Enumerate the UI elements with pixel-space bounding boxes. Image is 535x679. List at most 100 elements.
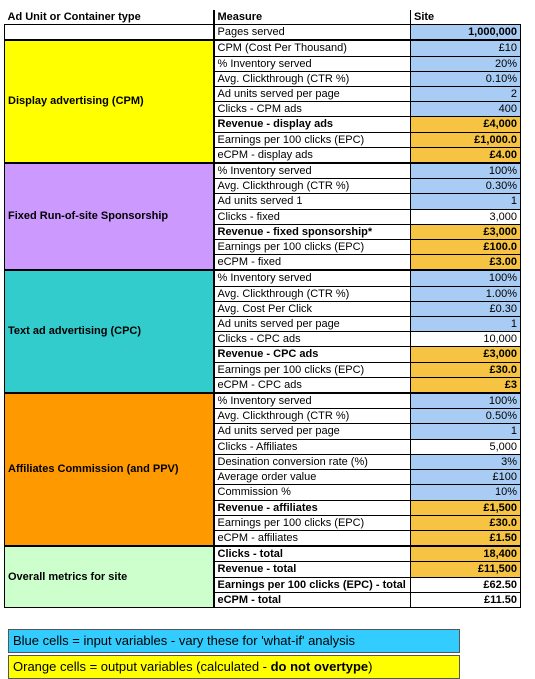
measure-label[interactable]: Ad units served 1 (212, 193, 411, 210)
group-label-text-ad-advertising: Text ad advertising (CPC) (4, 269, 214, 394)
table-row: eCPM - display ads £4.00 (5, 146, 521, 164)
measure-label[interactable]: Ad units served per page (212, 86, 411, 103)
table-row: Earnings per 100 clicks (EPC) £1,000.0 (5, 131, 521, 148)
site-value[interactable]: 18,400 (410, 545, 521, 563)
measure-label[interactable]: Avg. Clickthrough (CTR %) (212, 285, 411, 302)
measure-label[interactable]: Earnings per 100 clicks (EPC) (212, 131, 411, 148)
measure-label[interactable]: eCPM - fixed (212, 254, 411, 271)
site-value[interactable]: £3,000 (410, 223, 521, 241)
measure-label[interactable]: Earnings per 100 clicks (EPC) (212, 514, 411, 531)
table-row: Avg. Clickthrough (CTR %) 1.00% (5, 285, 521, 302)
measure-label[interactable]: eCPM - display ads (212, 146, 411, 164)
measure-label[interactable]: % Inventory served (212, 392, 411, 410)
site-value[interactable]: £30.0 (410, 514, 521, 531)
pages-served-row: Pages served 1,000,000 (4, 24, 521, 41)
measure-label[interactable]: Clicks - total (212, 545, 411, 563)
site-value[interactable]: £30.0 (410, 361, 521, 378)
site-value[interactable]: 3,000 (410, 208, 521, 225)
site-value[interactable]: £100 (410, 469, 521, 486)
table-row: Affiliates Commission (and PPV)% Invento… (4, 392, 521, 547)
measure-label[interactable]: % Inventory served (212, 162, 411, 180)
site-value[interactable]: £3,000 (410, 346, 521, 363)
measure-label[interactable]: Clicks - fixed (212, 208, 411, 225)
header-group: Ad Unit or Container type (7, 11, 141, 23)
site-value[interactable]: £3.00 (410, 254, 521, 271)
site-value[interactable]: 5,000 (410, 438, 521, 455)
site-value[interactable]: £11.50 (410, 591, 521, 608)
pages-served-value[interactable]: 1,000,000 (410, 24, 521, 41)
measure-label[interactable]: Avg. Clickthrough (CTR %) (212, 70, 411, 88)
site-value[interactable]: 1 (410, 423, 521, 440)
site-value[interactable]: 0.50% (410, 408, 521, 425)
site-value[interactable]: £4.00 (410, 146, 521, 164)
measure-label[interactable]: Avg. Cost Per Click (212, 300, 411, 318)
site-value[interactable]: 20% (410, 55, 521, 72)
measure-label[interactable]: Revenue - total (212, 561, 411, 578)
measure-label[interactable]: eCPM - affiliates (212, 529, 411, 547)
table-row: Earnings per 100 clicks (EPC) £100.0 (5, 239, 521, 256)
header-row: Ad Unit or Container type Measure Site (5, 10, 521, 25)
measure-label[interactable]: Earnings per 100 clicks (EPC) (212, 239, 411, 256)
table-row: Revenue - display ads £4,000 (5, 116, 521, 133)
measure-label[interactable]: eCPM - total (212, 591, 411, 608)
site-value[interactable]: £100.0 (410, 239, 521, 256)
site-value[interactable]: £4,000 (410, 116, 521, 133)
table-row: Text ad advertising (CPC)% Inventory ser… (4, 269, 521, 394)
measure-label[interactable]: Avg. Clickthrough (CTR %) (212, 178, 411, 195)
measure-label[interactable]: Desination conversion rate (%) (212, 453, 411, 471)
site-value[interactable]: 100% (410, 392, 521, 410)
measure-label[interactable]: Average order value (212, 469, 411, 486)
site-value[interactable]: 0.30% (410, 178, 521, 195)
measure-label[interactable]: % Inventory served (212, 55, 411, 72)
site-value[interactable]: 400 (410, 101, 521, 118)
table-row: Earnings per 100 clicks (EPC) £30.0 (5, 514, 521, 531)
site-value[interactable]: 1.00% (410, 285, 521, 302)
site-value[interactable]: 100% (410, 269, 521, 287)
site-value[interactable]: 10,000 (410, 331, 521, 348)
table-row: Overall metrics for site Clicks - total 18… (4, 545, 521, 608)
pages-served-label[interactable]: Pages served (212, 24, 411, 41)
table-row: Revenue - CPC ads £3,000 (5, 346, 521, 363)
measure-label[interactable]: Clicks - Affiliates (212, 438, 411, 455)
site-value[interactable]: 10% (410, 484, 521, 501)
measure-label[interactable]: Avg. Clickthrough (CTR %) (212, 408, 411, 425)
measure-label[interactable]: Earnings per 100 clicks (EPC) (212, 361, 411, 378)
site-value[interactable]: 2 (410, 86, 521, 103)
table-row: % Inventory served 20% (5, 55, 521, 72)
measure-label[interactable]: CPM (Cost Per Thousand) (212, 39, 411, 57)
site-value[interactable]: 100% (410, 162, 521, 180)
measure-label[interactable]: Ad units served per page (212, 316, 411, 333)
table-row: Avg. Clickthrough (CTR %) 0.30% (5, 178, 521, 195)
measure-label[interactable]: Revenue - display ads (212, 116, 411, 133)
table-row: eCPM - total £11.50 (5, 591, 521, 608)
table-row: Avg. Clickthrough (CTR %) 0.10% (5, 70, 521, 88)
group-label-display-advertising: Display advertising (CPM) (4, 39, 214, 164)
measure-label[interactable]: % Inventory served (212, 269, 411, 287)
site-value[interactable]: £1.50 (410, 529, 521, 547)
measure-label[interactable]: Revenue - affiliates (212, 499, 411, 516)
measure-label[interactable]: Clicks - CPM ads (212, 101, 411, 118)
group-label-overall-metrics: Overall metrics for site (4, 545, 214, 608)
site-value[interactable]: £1,500 (410, 499, 521, 516)
site-value[interactable]: £0.30 (410, 300, 521, 318)
measure-label[interactable]: Commission % (212, 484, 411, 501)
measure-label[interactable]: Clicks - CPC ads (212, 331, 411, 348)
table-row: Desination conversion rate (%) 3% (5, 453, 521, 471)
measure-label[interactable]: Earnings per 100 clicks (EPC) - total (212, 576, 411, 593)
site-value[interactable]: 1 (410, 316, 521, 333)
site-value[interactable]: £62.50 (410, 576, 521, 593)
site-value[interactable]: £10 (410, 39, 521, 57)
site-value[interactable]: £11,500 (410, 561, 521, 578)
table-row: Clicks - fixed 3,000 (5, 208, 521, 225)
table-row: Display advertising (CPM) CPM (Cost Per T… (4, 39, 521, 164)
measure-label[interactable]: eCPM - CPC ads (212, 376, 411, 394)
measure-label[interactable]: Revenue - CPC ads (212, 346, 411, 363)
site-value[interactable]: 0.10% (410, 70, 521, 88)
site-value[interactable]: £1,000.0 (410, 131, 521, 148)
measure-label[interactable]: Ad units served per page (212, 423, 411, 440)
table-row: Avg. Cost Per Click £0.30 (5, 300, 521, 318)
site-value[interactable]: £3 (410, 376, 521, 394)
site-value[interactable]: 3% (410, 453, 521, 471)
measure-label[interactable]: Revenue - fixed sponsorship* (212, 223, 411, 241)
site-value[interactable]: 1 (410, 193, 521, 210)
